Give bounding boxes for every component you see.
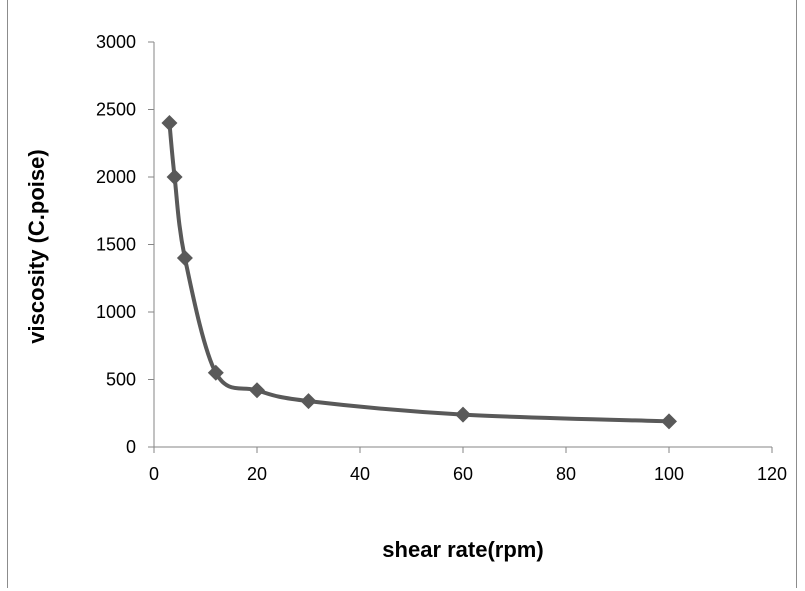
x-tick-label: 20 [247, 464, 267, 484]
data-point-marker [207, 364, 224, 381]
chart-frame [7, 0, 797, 588]
data-point-marker [300, 393, 317, 410]
series-markers [161, 115, 677, 430]
x-axis-ticks: 0 20 40 60 80 100 120 [149, 447, 787, 484]
data-point-marker [176, 250, 193, 266]
y-tick-label: 0 [126, 437, 136, 457]
plot-area: 0 500 1000 1500 2000 2500 3000 0 20 40 60 80 100 120 [96, 32, 787, 484]
y-tick-label: 2500 [96, 100, 136, 120]
x-tick-label: 40 [350, 464, 370, 484]
y-tick-label: 2000 [96, 167, 136, 187]
data-point-marker [161, 115, 178, 131]
y-tick-label: 1500 [96, 235, 136, 255]
x-tick-label: 120 [757, 464, 787, 484]
x-tick-label: 0 [149, 464, 159, 484]
y-axis-title: viscosity (C.poise) [24, 149, 49, 343]
x-tick-label: 80 [556, 464, 576, 484]
data-point-marker [661, 413, 677, 430]
x-tick-label: 60 [453, 464, 473, 484]
data-point-marker [166, 169, 183, 185]
data-point-marker [249, 382, 265, 399]
x-tick-label: 100 [654, 464, 684, 484]
y-axis-ticks: 0 500 1000 1500 2000 2500 3000 [96, 32, 154, 457]
y-tick-label: 1000 [96, 302, 136, 322]
y-tick-label: 500 [106, 370, 136, 390]
y-tick-label: 3000 [96, 32, 136, 52]
data-point-marker [455, 406, 471, 423]
x-axis-title: shear rate(rpm) [382, 537, 543, 562]
series-line [167, 121, 671, 424]
